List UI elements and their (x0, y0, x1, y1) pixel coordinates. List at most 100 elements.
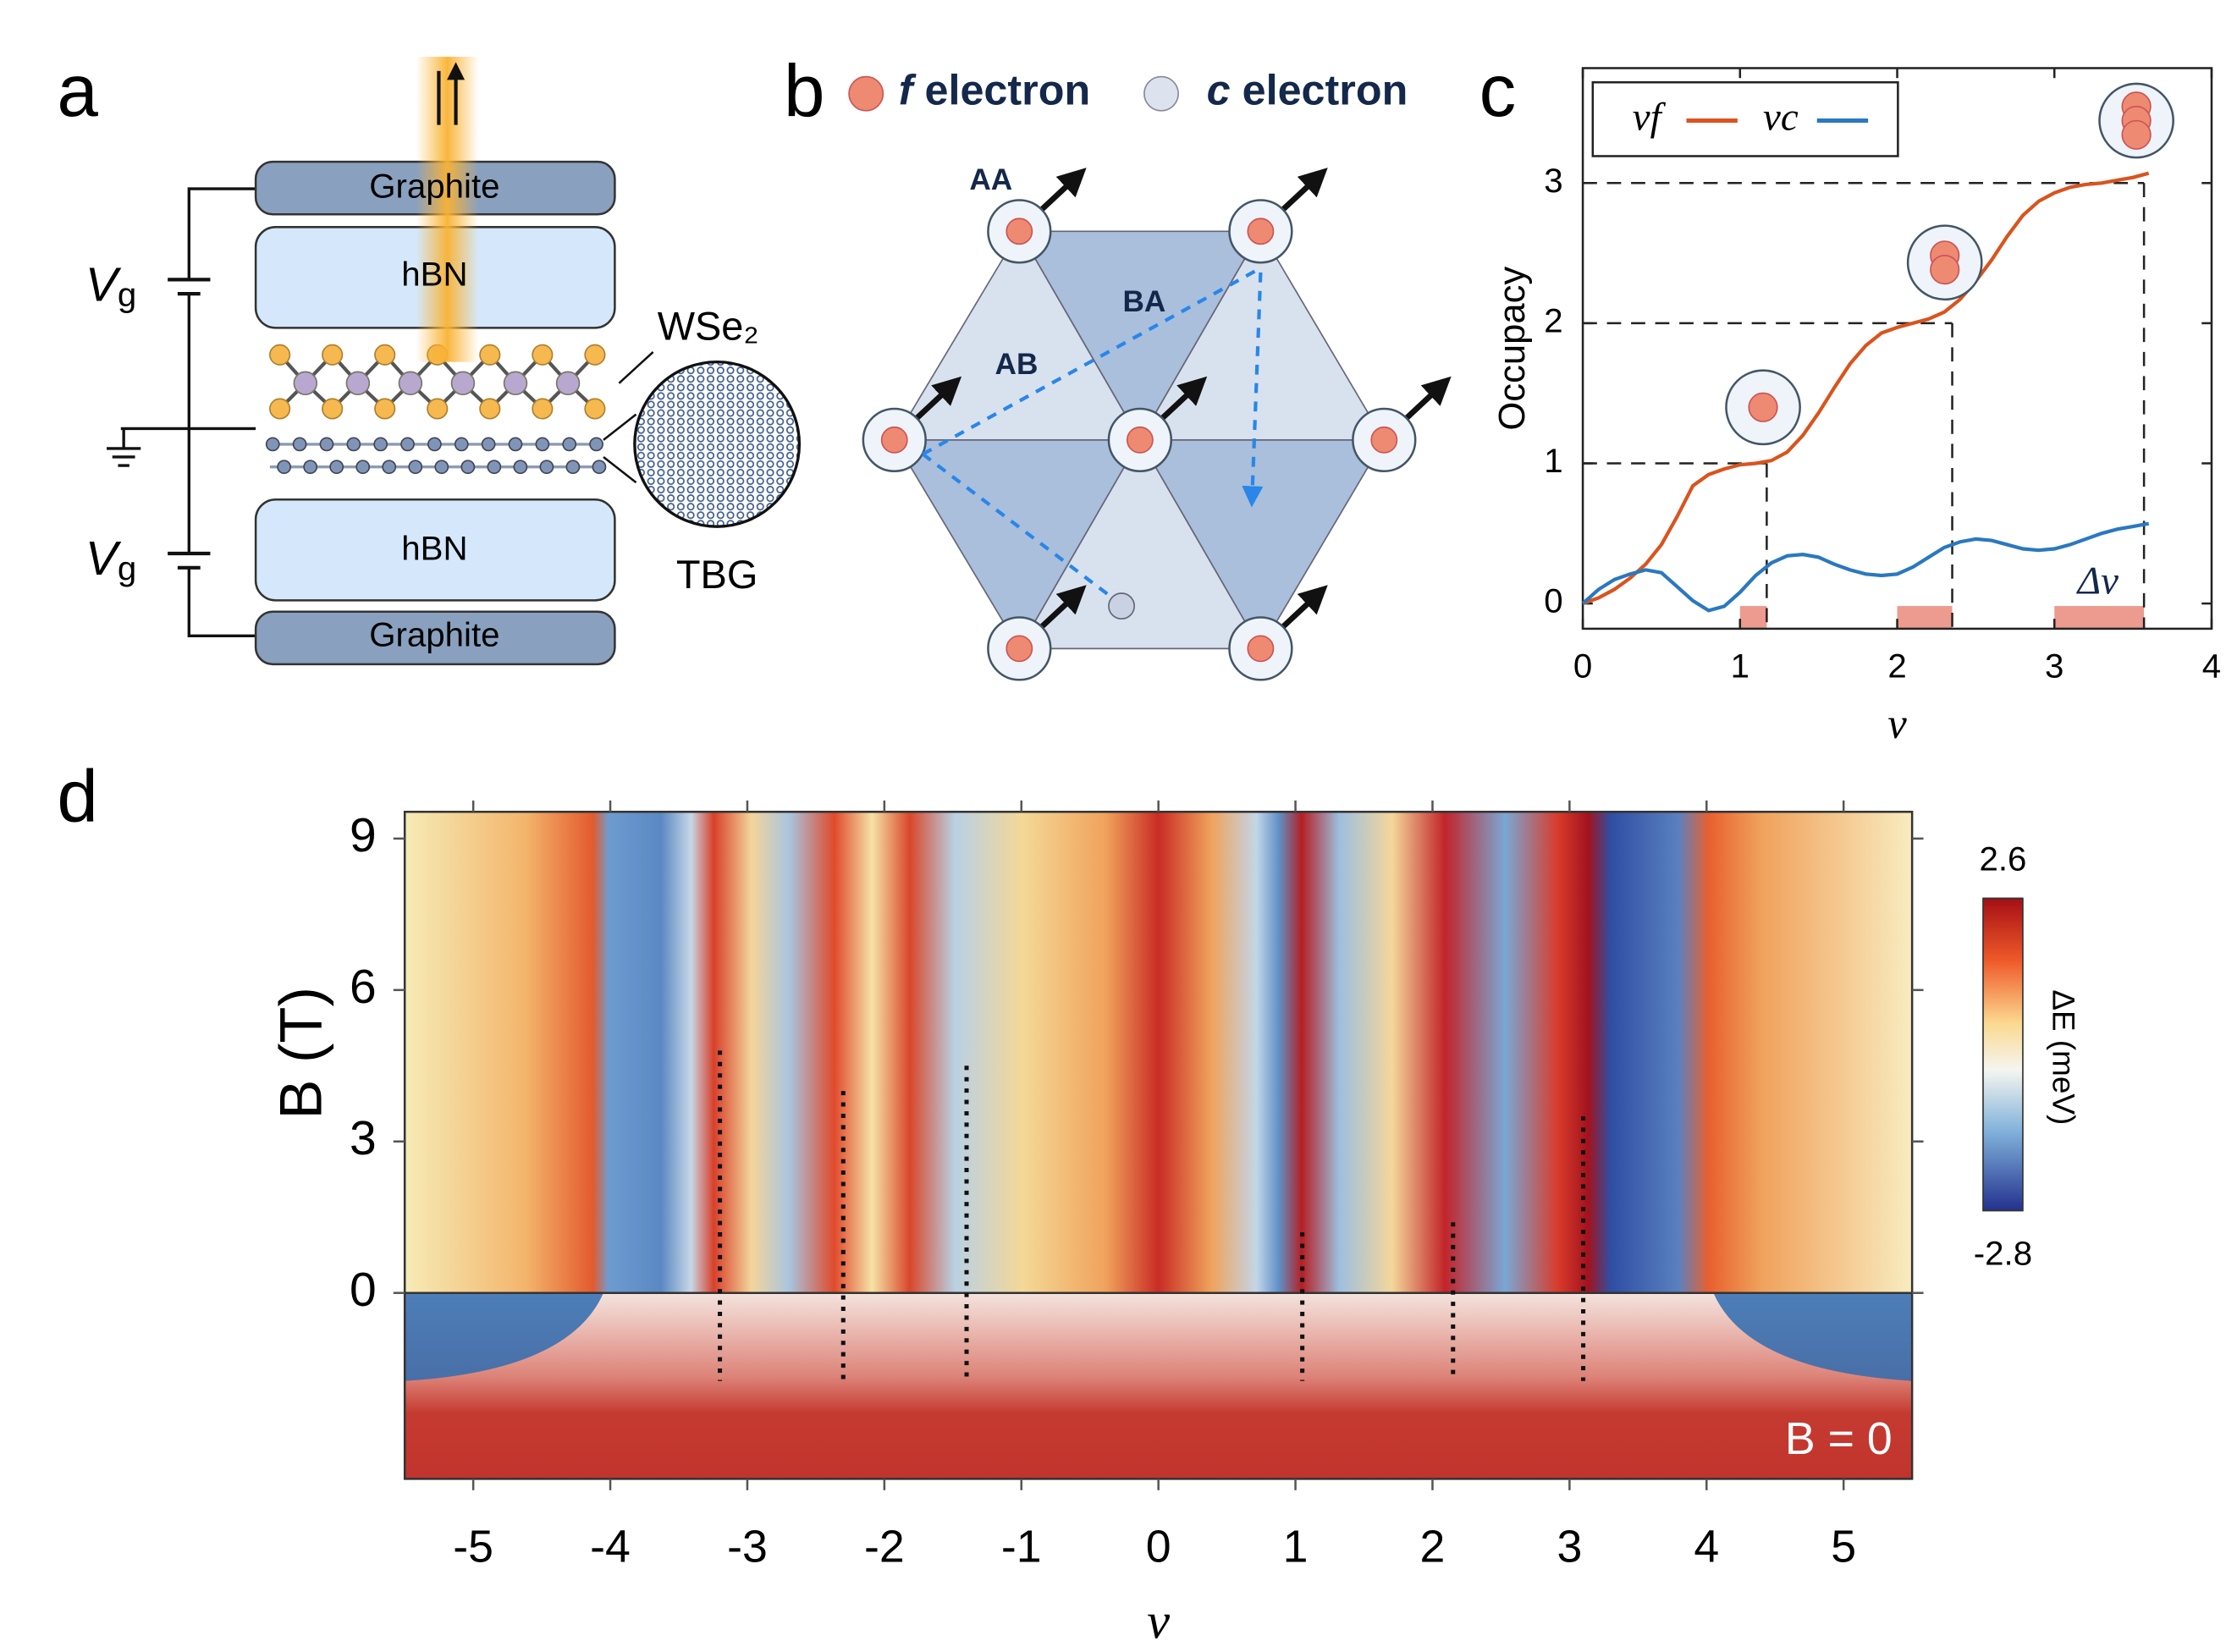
lattice-diagram: AA AB BA f electron c electron (848, 66, 1452, 681)
x-tick-label: -5 (453, 1521, 493, 1572)
c-atom (539, 460, 554, 475)
c-atom (292, 437, 307, 452)
x-tick-label: -4 (590, 1521, 631, 1572)
subscript: g (118, 549, 136, 587)
f-electron (1126, 426, 1154, 454)
x-axis-label: ν (1147, 1594, 1170, 1650)
y-tick-label: 6 (350, 960, 377, 1014)
hopping-path (1242, 272, 1264, 508)
w-atom (450, 371, 476, 396)
x-tick-label: 2 (1420, 1521, 1446, 1572)
material-label: WSe₂ (658, 303, 759, 348)
c-atom (434, 460, 449, 475)
panel-label: c (1479, 50, 1517, 132)
c-atom (562, 437, 577, 452)
se-atom (322, 398, 344, 420)
c-atom (319, 437, 334, 452)
symbol: V (85, 531, 122, 586)
x-tick-label: -3 (727, 1521, 768, 1572)
y-axis-label: B (T) (267, 987, 333, 1119)
c-atom (508, 437, 523, 452)
layer-label: Graphite (369, 616, 499, 654)
tbg-lattice (265, 437, 607, 475)
c-electron (1108, 592, 1135, 620)
symbol: c (1207, 66, 1231, 114)
se-atom (322, 344, 344, 366)
se-atom (269, 344, 291, 366)
c-atom (454, 437, 469, 452)
ground (107, 428, 141, 467)
x-tick-label: 0 (1573, 647, 1592, 685)
y-tick-label: 3 (350, 1111, 377, 1165)
legend-label: νc (1763, 95, 1799, 139)
subscript: g (118, 275, 136, 313)
pointer-line (603, 350, 654, 484)
zero-field-strip (405, 1292, 1913, 1479)
colorbar-tick-label: -2.8 (1974, 1235, 2032, 1273)
f-electron (1247, 218, 1275, 245)
colorbar-label: ΔE (meV) (2046, 989, 2080, 1125)
gap-feature (405, 1292, 603, 1381)
spin-arrows (437, 71, 455, 125)
se-atom (374, 344, 396, 366)
series-line (1581, 521, 2150, 613)
legend-marker (1143, 75, 1179, 112)
c-atom (329, 460, 344, 475)
series-line (1582, 171, 2150, 606)
y-tick-label: 3 (1544, 162, 1562, 200)
se-atom (584, 398, 606, 420)
layer-label: hBN (401, 256, 467, 294)
c-atom (481, 437, 496, 452)
site-label: AB (995, 348, 1039, 381)
c-atom (535, 437, 550, 452)
c-atom (592, 460, 607, 475)
heatmap-field (405, 812, 1913, 1293)
c-atom (382, 460, 397, 475)
colorbar (1982, 897, 2024, 1212)
c-atom (373, 437, 388, 452)
wse2-lattice (269, 344, 606, 420)
label: electron (925, 66, 1091, 114)
heatmap-chart: -5 -4 -3 -2 -1 0 1 2 3 4 5 0 3 6 9 ν B (T) B = 0 2.6 -2.8 ΔE… (267, 800, 2080, 1650)
se-atom (532, 344, 554, 366)
se-atom (269, 398, 291, 420)
c-atom (408, 460, 423, 475)
x-tick-label: -1 (1001, 1521, 1042, 1572)
c-atom (460, 460, 476, 475)
label: electron (1242, 66, 1408, 114)
gap-feature (1713, 1292, 1913, 1381)
c-atom (277, 460, 292, 475)
symbol: V (85, 257, 122, 311)
se-atom (374, 398, 396, 420)
se-atom (427, 398, 449, 420)
w-atom (345, 371, 371, 396)
c-atom (487, 460, 502, 475)
x-tick-label: 3 (1557, 1521, 1582, 1572)
f-electron (1930, 255, 1960, 285)
se-atom (584, 344, 606, 366)
legend-label: νf (1633, 95, 1667, 139)
colorbar-tick-label: 2.6 (1979, 840, 2026, 878)
x-tick-label: 5 (1831, 1521, 1856, 1572)
y-tick-label: 2 (1544, 302, 1562, 340)
delta-nu-range (1739, 606, 1767, 629)
c-atom (513, 460, 528, 475)
graphite-layer (254, 610, 616, 666)
delta-nu-range (2054, 606, 2145, 629)
w-atom (555, 371, 581, 396)
y-tick-label: 9 (350, 808, 377, 862)
voltage-label: Vg (85, 257, 136, 313)
se-atom (479, 398, 501, 420)
site-label: BA (1122, 285, 1165, 318)
f-electron (1006, 218, 1033, 245)
x-tick-label: 4 (2202, 647, 2221, 685)
x-tick-label: 1 (1731, 647, 1749, 685)
y-tick-label: 0 (1544, 582, 1562, 620)
material-label: TBG (676, 552, 758, 597)
y-tick-label: 0 (350, 1263, 377, 1317)
w-atom (398, 371, 423, 396)
y-tick-label: 1 (1544, 442, 1562, 480)
x-tick-label: -2 (864, 1521, 905, 1572)
